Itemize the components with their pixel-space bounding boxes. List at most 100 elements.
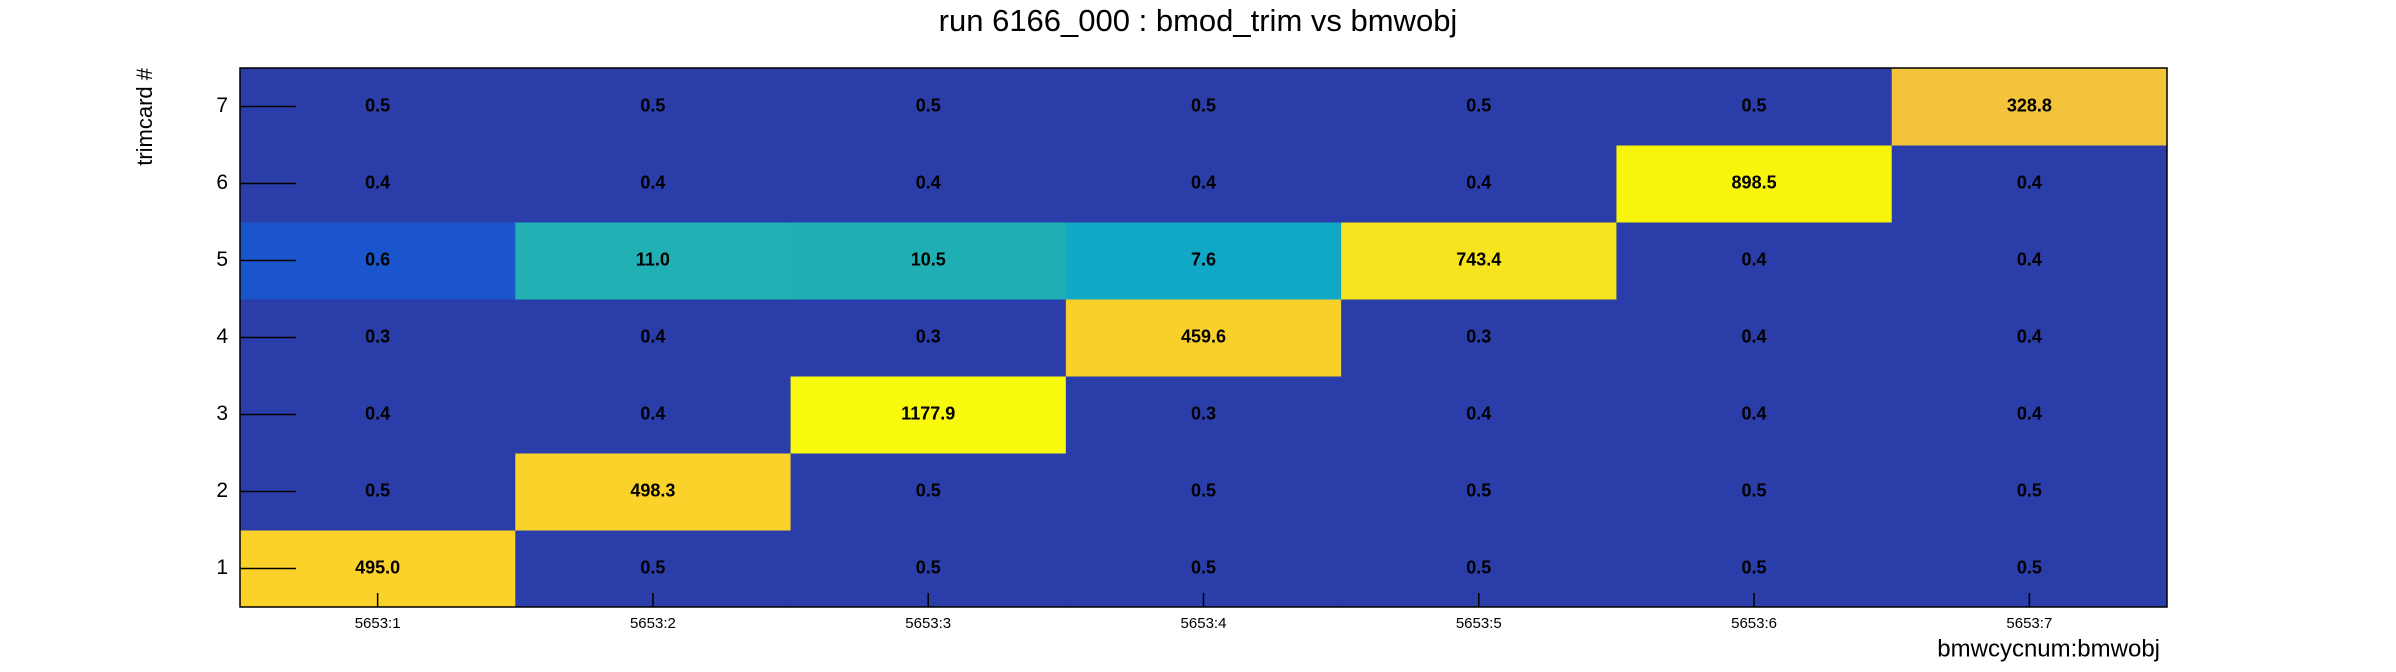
cell-label: 0.4 [1466, 403, 1491, 423]
y-tick-label: 4 [216, 325, 228, 348]
cell-label: 898.5 [1732, 172, 1777, 192]
cell-label: 0.4 [1466, 172, 1491, 192]
x-tick-label: 5653:4 [1181, 615, 1227, 632]
cell-label: 0.5 [1466, 557, 1491, 577]
y-tick-label: 5 [216, 248, 228, 271]
y-tick-label: 3 [216, 402, 228, 425]
heat-cell [1341, 68, 1617, 146]
cell-label: 1177.9 [901, 403, 955, 423]
cell-label: 459.6 [1181, 326, 1226, 346]
heat-cell [1891, 145, 2168, 223]
heat-cell [790, 222, 1067, 300]
cell-label: 0.4 [640, 403, 665, 423]
heat-cell [790, 145, 1067, 223]
cell-label: 0.5 [2017, 557, 2042, 577]
cell-label: 498.3 [630, 480, 675, 500]
x-tick-label: 5653:2 [630, 615, 676, 632]
heat-cell [1065, 222, 1342, 300]
heat-cell [790, 299, 1067, 377]
heat-cell [1065, 299, 1342, 377]
cell-label: 743.4 [1456, 249, 1501, 269]
cell-label: 0.4 [365, 172, 390, 192]
heat-cell [515, 453, 792, 531]
x-tick-label: 5653:1 [355, 615, 401, 632]
heat-cell [1891, 68, 2168, 146]
cell-label: 0.5 [1191, 480, 1216, 500]
heat-cell [1616, 68, 1893, 146]
heat-cell [1891, 299, 2168, 377]
cell-label: 0.5 [916, 95, 941, 115]
cell-label: 0.5 [365, 480, 390, 500]
heat-cell [1341, 299, 1617, 377]
cell-label: 0.6 [365, 249, 390, 269]
heat-cell [790, 68, 1067, 146]
cell-label: 0.4 [365, 403, 390, 423]
chart-title: run 6166_000 : bmod_trim vs bmwobj [939, 3, 1458, 38]
cell-label: 0.5 [916, 557, 941, 577]
cell-label: 0.4 [916, 172, 941, 192]
cell-label: 0.4 [640, 172, 665, 192]
x-tick-label: 5653:5 [1456, 615, 1502, 632]
cell-label: 0.5 [1191, 557, 1216, 577]
cell-label: 0.5 [2017, 480, 2042, 500]
cell-label: 495.0 [355, 557, 400, 577]
heat-cell [1065, 145, 1342, 223]
cell-label: 0.5 [1466, 95, 1491, 115]
y-tick-label: 2 [216, 479, 228, 502]
cell-label: 0.5 [365, 95, 390, 115]
cell-label: 0.3 [916, 326, 941, 346]
heat-cell [515, 299, 792, 377]
y-axis-label: trimcard # [132, 67, 157, 166]
cell-label: 0.4 [640, 326, 665, 346]
cell-label: 0.5 [640, 557, 665, 577]
cell-label: 0.4 [2017, 172, 2042, 192]
cell-label: 0.5 [916, 480, 941, 500]
cell-label: 0.4 [1191, 172, 1216, 192]
heat-cell [1616, 299, 1893, 377]
heat-cell [1616, 453, 1893, 531]
cell-label: 0.5 [1742, 480, 1767, 500]
heat-cell [1065, 453, 1342, 531]
y-tick-label: 7 [216, 94, 228, 117]
heat-cell [790, 376, 1067, 454]
heat-cell [1341, 453, 1617, 531]
heat-cell [1891, 376, 2168, 454]
heat-cell [1891, 222, 2168, 300]
cell-label: 0.5 [1466, 480, 1491, 500]
heat-cell [1341, 145, 1617, 223]
y-tick-label: 6 [216, 171, 228, 194]
x-tick-label: 5653:7 [2006, 615, 2052, 632]
heat-cell [1341, 222, 1617, 300]
cell-label: 0.4 [1742, 403, 1767, 423]
heat-cell [1341, 376, 1617, 454]
cell-label: 0.5 [1742, 95, 1767, 115]
heat-cell [515, 145, 792, 223]
x-tick-label: 5653:6 [1731, 615, 1777, 632]
heat-cell [790, 453, 1067, 531]
heat-cell [1065, 376, 1342, 454]
heat-cell [515, 376, 792, 454]
cell-label: 0.3 [365, 326, 390, 346]
cell-label: 0.3 [1466, 326, 1491, 346]
cell-label: 328.8 [2007, 95, 2052, 115]
heat-cell [515, 68, 792, 146]
heat-cell [1616, 222, 1893, 300]
heat-cell [1616, 376, 1893, 454]
cell-label: 10.5 [911, 249, 946, 269]
cell-label: 0.4 [2017, 326, 2042, 346]
cell-label: 11.0 [636, 249, 670, 269]
cell-label: 0.5 [1742, 557, 1767, 577]
cell-label: 0.4 [1742, 326, 1767, 346]
y-tick-label: 1 [216, 556, 228, 579]
cell-label: 7.6 [1191, 249, 1216, 269]
cell-label: 0.5 [640, 95, 665, 115]
cell-label: 0.4 [2017, 249, 2042, 269]
cell-label: 0.3 [1191, 403, 1216, 423]
heat-cell [515, 222, 792, 300]
cell-label: 0.4 [2017, 403, 2042, 423]
x-tick-label: 5653:3 [905, 615, 951, 632]
heat-cell [1065, 68, 1342, 146]
x-axis-label: bmwcycnum:bmwobj [1937, 635, 2160, 662]
